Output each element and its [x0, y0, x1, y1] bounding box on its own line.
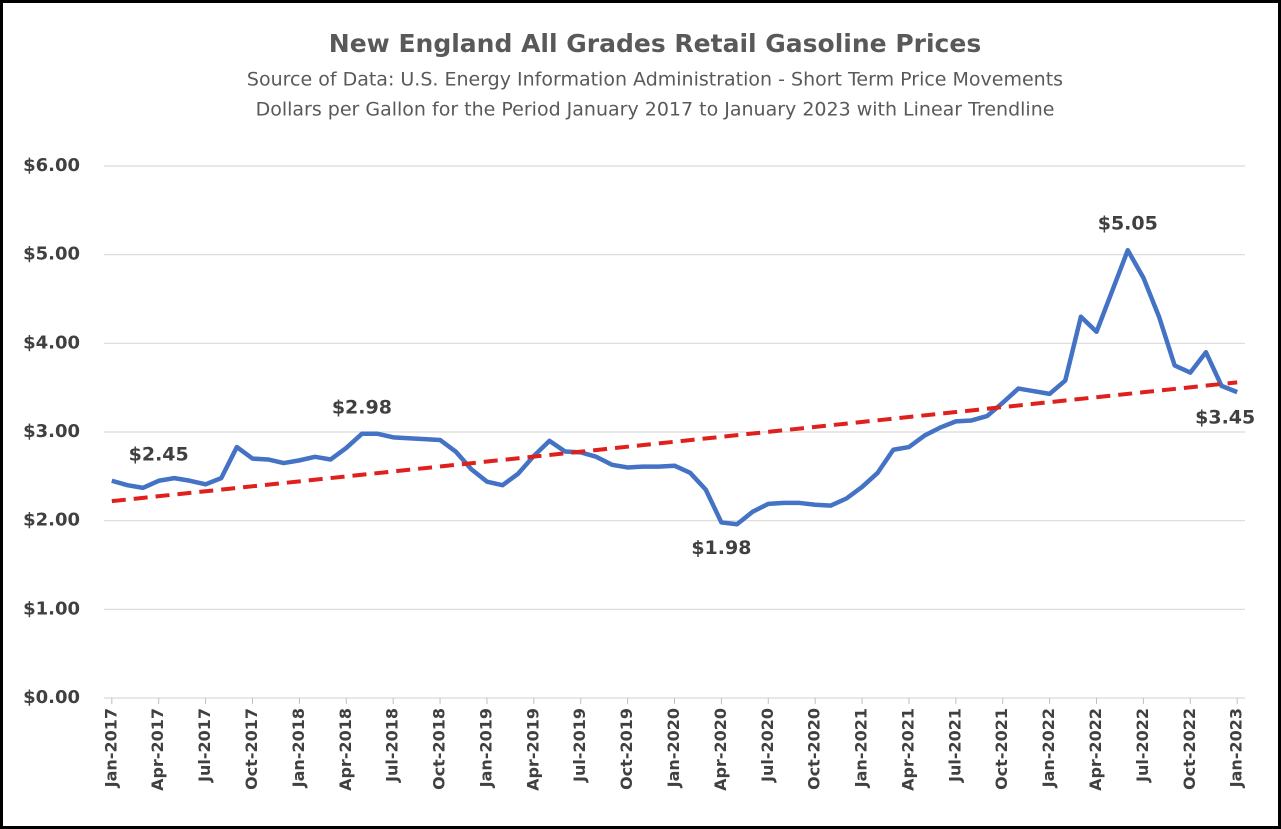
x-tick-label: Jan-2023	[1227, 708, 1246, 788]
series-line	[111, 247, 1239, 527]
trendline	[111, 380, 1238, 504]
x-tick-label: Apr-2020	[711, 708, 730, 791]
x-tick-label: Jan-2017	[101, 708, 120, 788]
y-tick-label: $6.00	[23, 155, 80, 176]
x-tick-label: Oct-2022	[1180, 708, 1199, 790]
chart-subtitle: Source of Data: U.S. Energy Information …	[247, 69, 1063, 91]
x-tick-label: Apr-2019	[523, 708, 542, 791]
data-label: $3.45	[1195, 407, 1255, 429]
x-tick-label: Jan-2021	[852, 708, 871, 788]
x-tick-label: Apr-2022	[1086, 708, 1105, 791]
data-label: $2.98	[332, 396, 392, 418]
x-tick-label: Jul-2017	[195, 708, 214, 783]
y-tick-label: $3.00	[23, 421, 80, 442]
x-tick-label: Jul-2021	[945, 708, 964, 783]
x-tick-label: Apr-2017	[148, 708, 167, 791]
data-label: $5.05	[1098, 213, 1158, 235]
x-tick-label: Apr-2018	[336, 708, 355, 791]
x-tick-label: Jan-2022	[1039, 708, 1058, 788]
y-tick-label: $1.00	[23, 598, 80, 619]
x-tick-label: Oct-2020	[805, 708, 824, 790]
x-tick-label: Jul-2019	[570, 708, 589, 783]
x-tick-label: Oct-2021	[992, 708, 1011, 790]
x-tick-label: Oct-2017	[242, 708, 261, 790]
x-tick-label: Jul-2022	[1133, 708, 1152, 783]
x-tick-label: Jul-2018	[383, 708, 402, 783]
y-tick-label: $5.00	[23, 244, 80, 265]
data-label: $2.45	[129, 443, 189, 465]
x-tick-label: Jan-2018	[289, 708, 308, 788]
chart-title: New England All Grades Retail Gasoline P…	[329, 29, 981, 58]
x-tick-label: Jan-2020	[664, 708, 683, 788]
x-tick-label: Jan-2019	[476, 708, 495, 788]
data-label: $1.98	[691, 537, 751, 559]
x-tick-label: Oct-2019	[617, 708, 636, 790]
x-tick-label: Oct-2018	[430, 708, 449, 790]
chart-subtitle: Dollars per Gallon for the Period Januar…	[256, 99, 1055, 121]
x-tick-label: Apr-2021	[898, 708, 917, 791]
y-tick-label: $4.00	[23, 332, 80, 353]
x-tick-label: Jul-2020	[758, 708, 777, 783]
y-tick-label: $2.00	[23, 510, 80, 531]
y-tick-label: $0.00	[23, 687, 80, 708]
